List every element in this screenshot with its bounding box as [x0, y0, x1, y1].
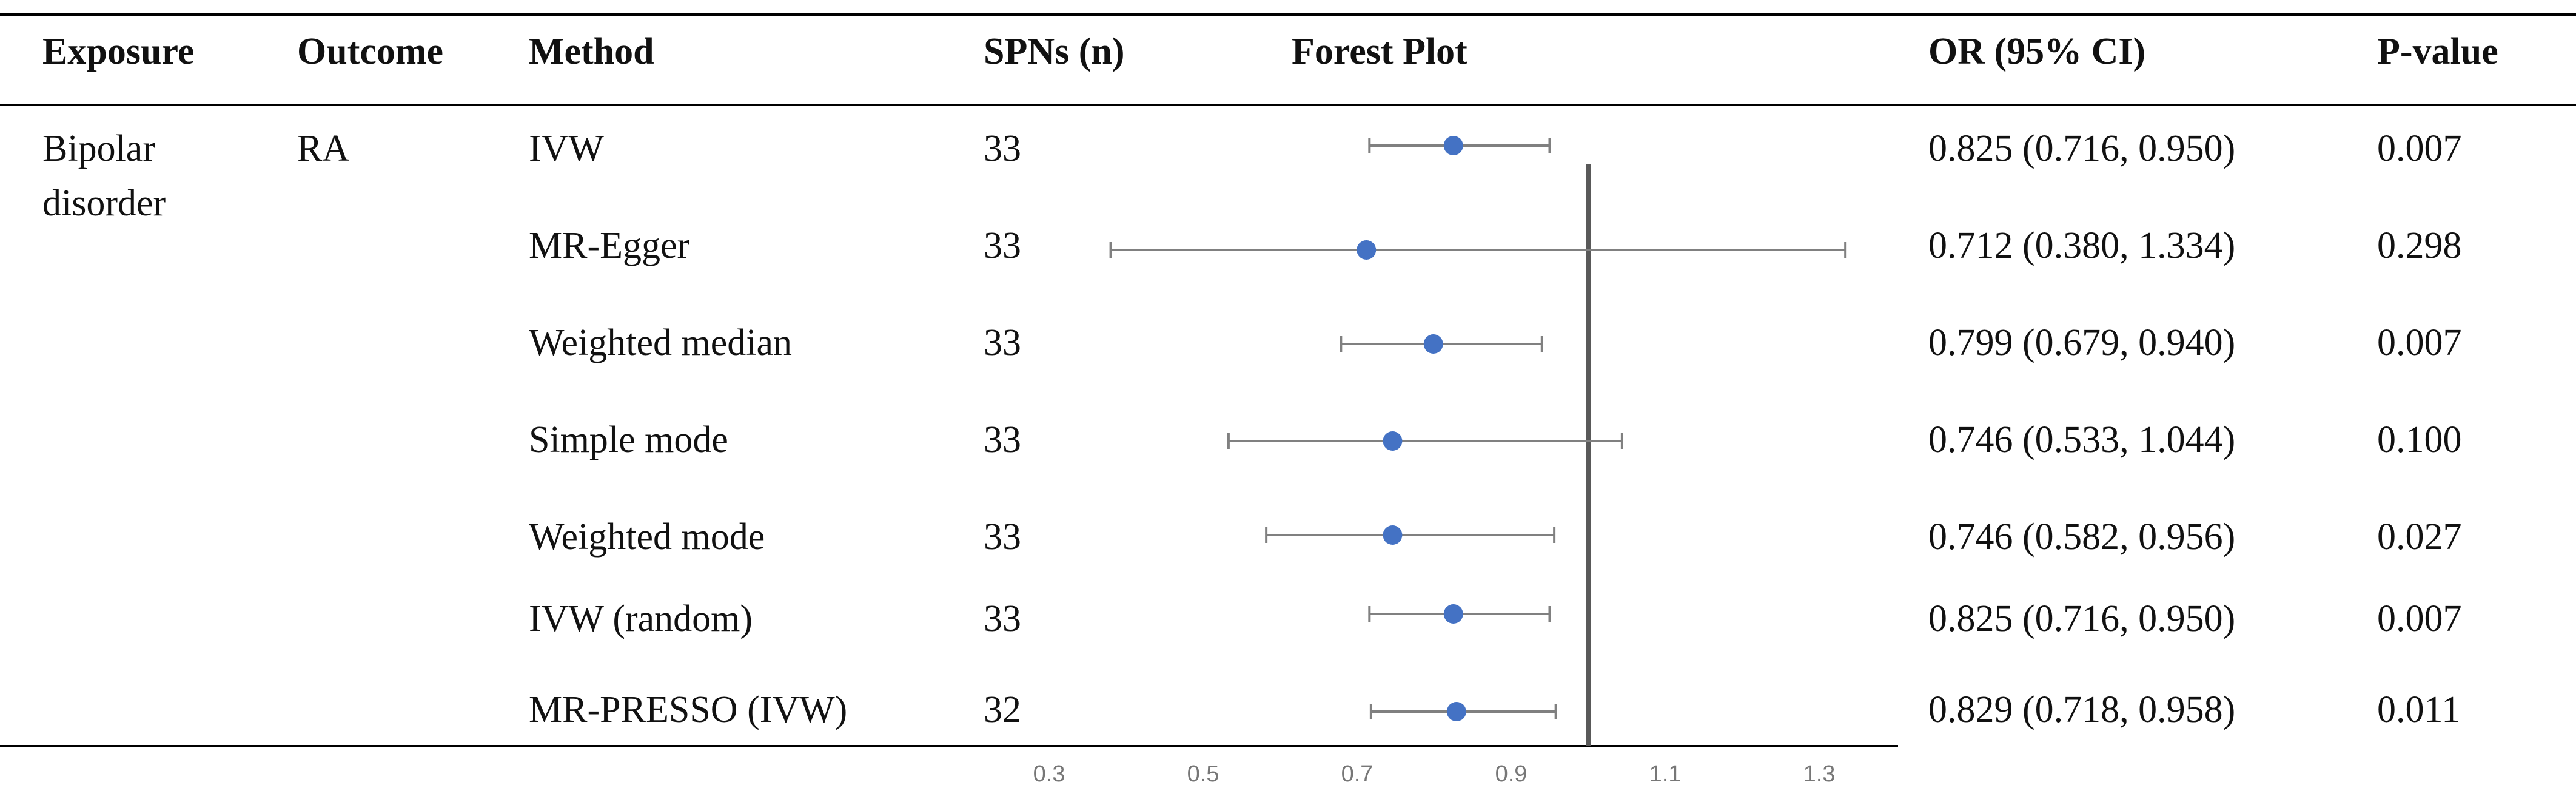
header-rule — [0, 104, 2576, 106]
snps-cell: 33 — [984, 128, 1021, 169]
method-cell: IVW — [529, 128, 604, 169]
method-cell: Weighted mode — [529, 516, 765, 558]
method-cell: Weighted median — [529, 322, 793, 363]
x-tick-label: 0.5 — [1187, 761, 1219, 787]
p-value-cell: 0.100 — [2377, 419, 2462, 460]
or-ci-cell: 0.825 (0.716, 0.950) — [1928, 598, 2236, 639]
point-estimate — [1423, 334, 1443, 354]
snps-cell: 33 — [984, 322, 1021, 363]
point-estimate — [1383, 525, 1403, 545]
p-value-cell: 0.007 — [2377, 128, 2462, 169]
point-estimate — [1443, 604, 1463, 624]
or-ci-cell: 0.825 (0.716, 0.950) — [1928, 128, 2236, 169]
snps-cell: 33 — [984, 598, 1021, 639]
method-cell: Simple mode — [529, 419, 728, 460]
p-value-cell: 0.007 — [2377, 598, 2462, 639]
header-or-ci: OR (95% CI) — [1928, 31, 2146, 72]
method-cell: IVW (random) — [529, 598, 753, 639]
snps-cell: 33 — [984, 516, 1021, 558]
header-p-value: P-value — [2377, 31, 2498, 72]
header-snps: SPNs (n) — [984, 31, 1125, 72]
point-estimate — [1443, 136, 1463, 155]
header-forest-plot: Forest Plot — [1292, 31, 1467, 72]
p-value-cell: 0.007 — [2377, 322, 2462, 363]
p-value-cell: 0.027 — [2377, 516, 2462, 558]
x-tick-label: 0.7 — [1341, 761, 1374, 787]
x-tick-label: 0.3 — [1033, 761, 1065, 787]
top-rule — [0, 13, 2576, 16]
point-estimate — [1357, 240, 1377, 260]
or-ci-cell: 0.746 (0.533, 1.044) — [1928, 419, 2236, 460]
exposure-line-2: disorder — [42, 183, 166, 224]
exposure-line-1: Bipolar — [42, 128, 155, 169]
header-outcome: Outcome — [297, 31, 444, 72]
snps-cell: 33 — [984, 225, 1021, 266]
header-method: Method — [529, 31, 654, 72]
x-tick-label: 0.9 — [1495, 761, 1528, 787]
or-ci-cell: 0.829 (0.718, 0.958) — [1928, 689, 2236, 730]
point-estimate — [1446, 702, 1466, 721]
bottom-rule — [0, 745, 1898, 747]
x-tick-label: 1.3 — [1803, 761, 1836, 787]
x-tick-label: 1.1 — [1649, 761, 1682, 787]
or-ci-cell: 0.746 (0.582, 0.956) — [1928, 516, 2236, 558]
method-cell: MR-Egger — [529, 225, 690, 266]
point-estimate — [1383, 431, 1403, 451]
snps-cell: 32 — [984, 689, 1021, 730]
outcome-value: RA — [297, 128, 350, 169]
or-ci-cell: 0.712 (0.380, 1.334) — [1928, 225, 2236, 266]
or-ci-cell: 0.799 (0.679, 0.940) — [1928, 322, 2236, 363]
header-exposure: Exposure — [42, 31, 195, 72]
snps-cell: 33 — [984, 419, 1021, 460]
p-value-cell: 0.011 — [2377, 689, 2461, 730]
method-cell: MR-PRESSO (IVW) — [529, 689, 848, 730]
p-value-cell: 0.298 — [2377, 225, 2462, 266]
